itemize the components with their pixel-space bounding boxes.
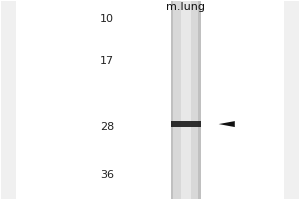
Bar: [198, 1, 201, 199]
Bar: [171, 1, 173, 199]
Text: 17: 17: [100, 56, 114, 66]
Bar: [181, 1, 191, 199]
Text: 28: 28: [100, 122, 114, 132]
Text: m.lung: m.lung: [166, 2, 205, 12]
Polygon shape: [219, 121, 235, 127]
Text: 10: 10: [100, 14, 114, 24]
Bar: [171, 121, 201, 127]
Bar: [171, 1, 201, 199]
Text: 36: 36: [100, 170, 114, 180]
